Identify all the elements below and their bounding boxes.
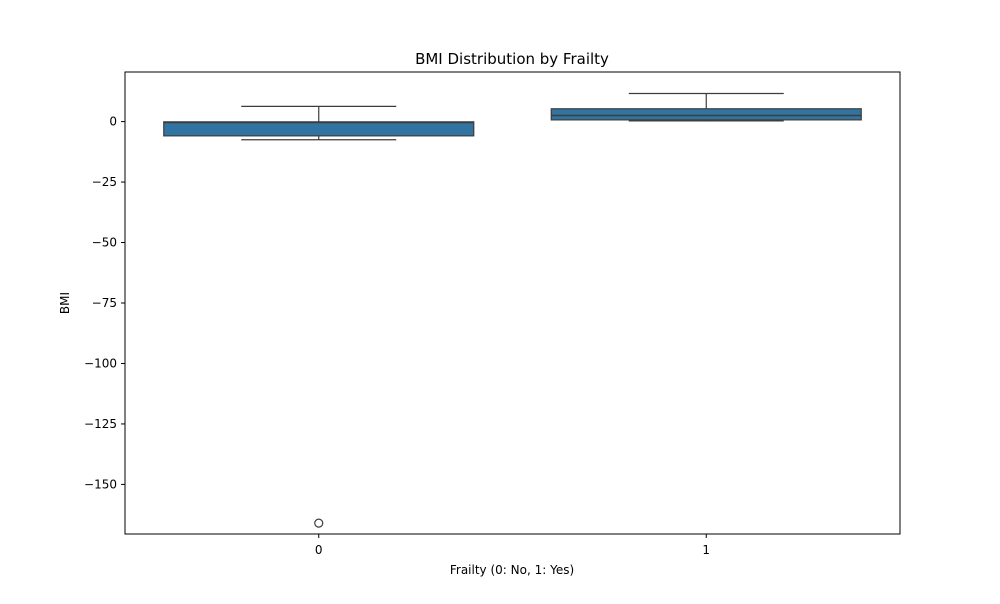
x-axis-label: Frailty (0: No, 1: Yes) <box>450 563 574 577</box>
outlier-point <box>314 518 324 528</box>
y-tick-label: 0 <box>109 115 117 129</box>
x-tick-label: 0 <box>315 543 323 557</box>
y-tick-label: −50 <box>92 236 117 250</box>
box-iqr <box>550 108 862 121</box>
x-tick-label: 1 <box>702 543 710 557</box>
y-tick-label: −150 <box>84 477 117 491</box>
box-group-1 <box>550 92 862 122</box>
y-tick-label: −125 <box>84 417 117 431</box>
y-axis-label: BMI <box>58 292 72 314</box>
chart-title: BMI Distribution by Frailty <box>415 50 609 68</box>
y-tick-label: −100 <box>84 356 117 370</box>
box-iqr <box>163 121 475 137</box>
box-group-0 <box>163 105 475 528</box>
plot-frame <box>124 71 901 535</box>
y-tick-label: −25 <box>92 175 117 189</box>
y-axis-ticks: 0 −25 −50 −75 −100 −125 −150 <box>84 115 125 491</box>
y-tick-label: −75 <box>92 296 117 310</box>
boxes-layer <box>163 92 862 528</box>
